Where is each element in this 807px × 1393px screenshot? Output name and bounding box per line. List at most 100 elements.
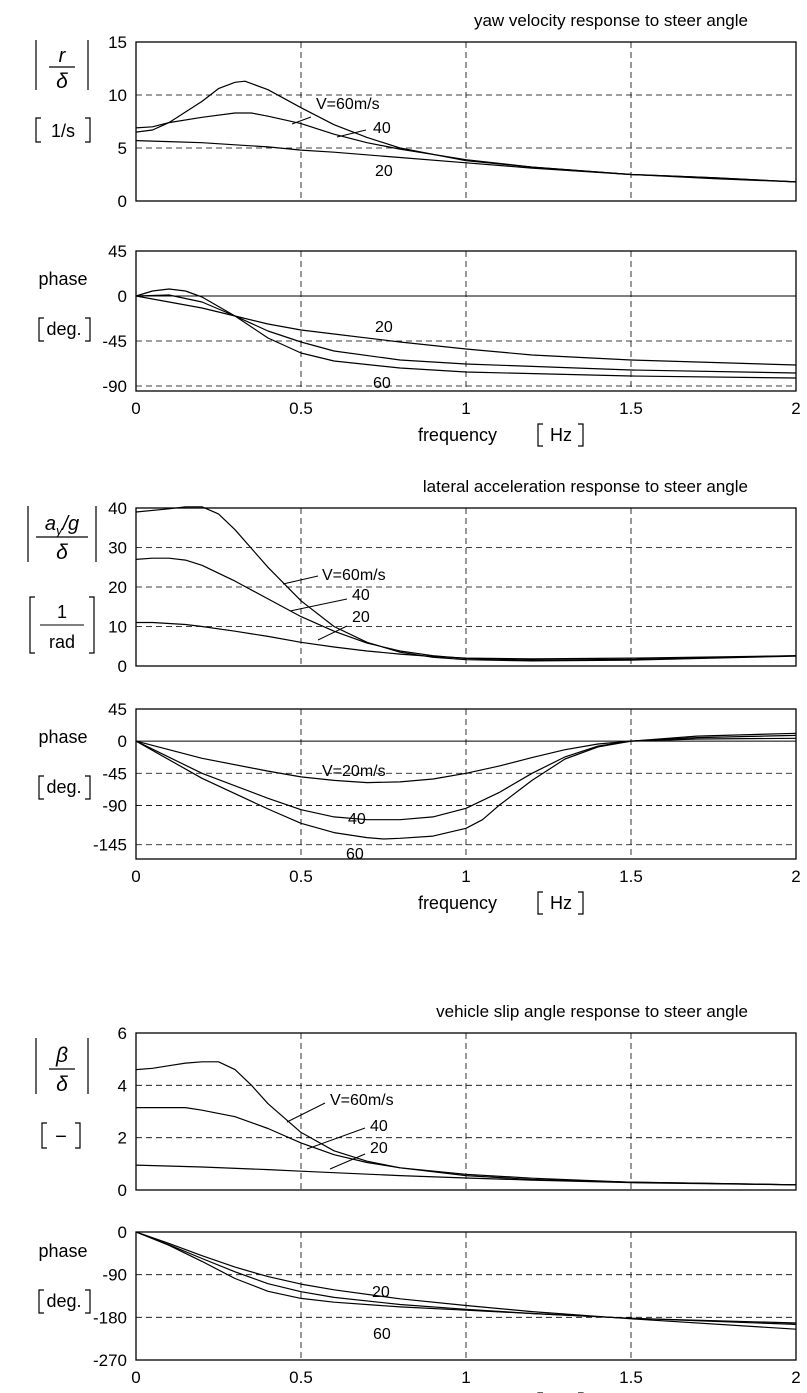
y-tick-label: 0: [118, 192, 127, 211]
annotation-leader: [329, 1153, 366, 1170]
series-line-60: [135, 732, 797, 840]
unit-bracket-left: [29, 596, 35, 654]
fraction-numerator: r: [59, 45, 67, 67]
series-annotation: 40: [373, 120, 391, 137]
x-tick-label: 0.5: [289, 1368, 313, 1387]
y-tick-label: 10: [108, 86, 127, 105]
x-unit-bracket-left: [537, 891, 543, 915]
series-line-V60ms: [135, 1061, 797, 1186]
series-line-20: [135, 1164, 797, 1186]
plot-frame: [135, 507, 797, 667]
plot-frame: [135, 708, 797, 860]
y-tick-label: 0: [118, 1223, 127, 1242]
x-tick-label: 2: [791, 399, 800, 418]
unit-bracket-right: [75, 1122, 81, 1149]
plot-frame: [135, 250, 797, 392]
annotation-leader: [282, 575, 319, 585]
series-annotation: V=20m/s: [322, 763, 386, 780]
series-annotation: 40: [370, 1118, 388, 1135]
series-annotation: V=60m/s: [330, 1092, 394, 1109]
unit-bracket-right: [89, 596, 95, 654]
series-line-V20ms: [135, 737, 797, 784]
y-tick-label: 6: [118, 1024, 127, 1043]
y-tick-label: -270: [93, 1351, 127, 1370]
unit-numerator: 1: [57, 602, 67, 622]
series-line-40: [135, 734, 797, 821]
x-tick-label: 1.5: [619, 1368, 643, 1387]
chart-title: yaw velocity response to steer angle: [474, 11, 748, 30]
annotation-leader: [306, 1127, 366, 1150]
y-tick-label: 4: [118, 1076, 127, 1095]
series-line-40: [135, 557, 797, 661]
series-line-40: [136, 1107, 797, 1186]
unit-bracket-left: [38, 775, 44, 800]
series-annotation: 60: [346, 846, 364, 863]
series-annotation: 60: [373, 375, 391, 392]
fraction-denominator: δ: [56, 1073, 68, 1096]
x-tick-label: 1: [461, 1368, 470, 1387]
unit-bracket-left: [38, 1289, 44, 1314]
fraction-numerator: ay/g: [45, 513, 79, 538]
unit-bracket-left: [41, 1122, 47, 1149]
series-line-40: [135, 294, 797, 374]
yaw-ylabel: rδ 1/s: [35, 40, 91, 143]
unit-bracket-right: [85, 317, 91, 342]
annotation-leader: [317, 625, 348, 641]
y-axis-unit: deg.: [46, 1291, 81, 1311]
chart-title: vehicle slip angle response to steer ang…: [436, 1002, 748, 1021]
y-axis-label: phase deg.: [38, 269, 91, 342]
series-annotation: 20: [372, 1284, 390, 1301]
y-tick-label: -90: [102, 1266, 127, 1285]
x-tick-label: 2: [791, 867, 800, 886]
series-line-40: [135, 1231, 797, 1325]
series-line-20: [135, 295, 797, 366]
series-annotation: 40: [348, 811, 366, 828]
x-unit-bracket-right: [578, 891, 584, 915]
unit-bracket-right: [85, 117, 91, 143]
y-tick-label: -145: [93, 836, 127, 855]
y-axis-unit: −: [55, 1126, 67, 1148]
series-annotation: 20: [375, 319, 393, 336]
y-tick-label: 0: [118, 657, 127, 676]
plot-frame: [135, 41, 797, 202]
chart-panel-3: 0 10 20 30 40 V=60m/s 40 20 lateral acceleration…: [108, 477, 797, 676]
y-tick-label: 45: [108, 242, 127, 261]
y-axis-label: phase deg.: [38, 727, 91, 800]
x-tick-label: 1: [461, 867, 470, 886]
annotation-leader: [336, 129, 367, 138]
y-axis-unit: deg.: [46, 319, 81, 339]
y-tick-label: 0: [118, 732, 127, 751]
y-tick-label: -90: [102, 377, 127, 396]
y-tick-label: 45: [108, 700, 127, 719]
series-line-20: [135, 140, 797, 183]
chart-panel-4: -145 -90 -45 0 45 0 0.5 1 1.5 2 V=20m/s 40 60 frequen…: [38, 700, 801, 915]
x-tick-label: 0.5: [289, 399, 313, 418]
y-axis-label: phase deg.: [38, 1241, 91, 1314]
y-tick-label: 0: [118, 1181, 127, 1200]
series-line-60: [135, 288, 797, 379]
y-axis-label-text: phase: [38, 1241, 87, 1261]
x-tick-label: 0: [131, 867, 140, 886]
x-axis-label: frequency: [418, 425, 497, 445]
series-annotation: V=60m/s: [322, 567, 386, 584]
y-axis-label-text: phase: [38, 727, 87, 747]
y-tick-label: -90: [102, 796, 127, 815]
y-axis-label-text: phase: [38, 269, 87, 289]
chart-panel-2: -90 -45 0 45 0 0.5 1 1.5 2 20 60 frequency Hz phase de…: [38, 242, 801, 447]
y-tick-label: 20: [108, 578, 127, 597]
y-tick-label: 0: [118, 287, 127, 306]
chart-panel-6: -270-180-90000.511.522060frequencyHzphas…: [38, 1223, 801, 1393]
chart-panel-1: 0 5 10 15 V=60m/s 40 20 yaw velocity response t…: [108, 11, 797, 211]
y-tick-label: -45: [102, 332, 127, 351]
annotation-leader: [291, 116, 312, 125]
annotation-leader: [289, 598, 348, 612]
y-tick-label: 15: [108, 33, 127, 52]
x-tick-label: 0.5: [289, 867, 313, 886]
x-axis-unit: Hz: [550, 425, 572, 445]
x-unit-bracket-right: [578, 423, 584, 447]
y-axis-unit: deg.: [46, 777, 81, 797]
y-tick-label: 30: [108, 539, 127, 558]
y-tick-label: -180: [93, 1308, 127, 1327]
unit-bracket-right: [85, 1289, 91, 1314]
fraction-denominator: δ: [56, 70, 68, 93]
